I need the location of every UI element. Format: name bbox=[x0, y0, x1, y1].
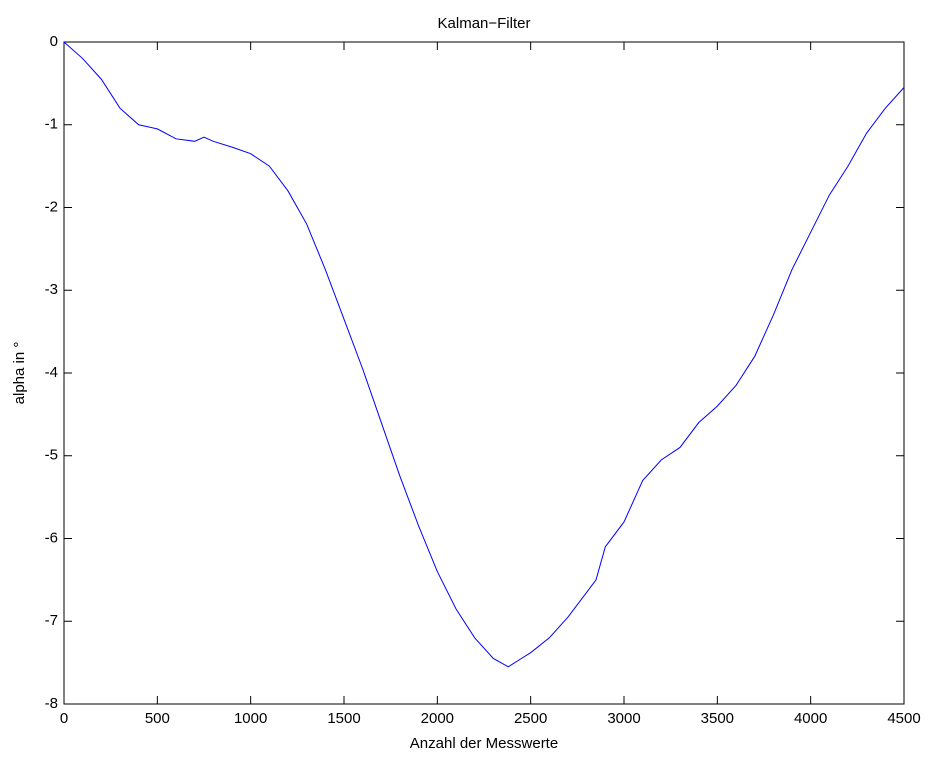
x-tick-label: 0 bbox=[60, 710, 68, 727]
y-tick-label: -6 bbox=[45, 529, 58, 546]
x-tick-label: 3500 bbox=[701, 710, 734, 727]
y-tick-label: -1 bbox=[45, 116, 58, 133]
x-tick-label: 2000 bbox=[421, 710, 454, 727]
x-tick-label: 4000 bbox=[794, 710, 827, 727]
y-tick-label: -7 bbox=[45, 612, 58, 629]
y-tick-label: 0 bbox=[50, 33, 58, 50]
y-tick-label: -3 bbox=[45, 281, 58, 298]
y-tick-label: -8 bbox=[45, 695, 58, 712]
x-tick-label: 1000 bbox=[234, 710, 267, 727]
y-tick-label: -2 bbox=[45, 198, 58, 215]
y-axis-label: alpha in ° bbox=[11, 342, 28, 405]
x-axis-label: Anzahl der Messwerte bbox=[410, 735, 558, 752]
y-tick-label: -4 bbox=[45, 364, 58, 381]
chart-title: Kalman−Filter bbox=[438, 15, 531, 32]
data-line bbox=[63, 41, 905, 668]
x-tick-label: 2500 bbox=[514, 710, 547, 727]
x-tick-label: 3000 bbox=[607, 710, 640, 727]
x-tick-label: 4500 bbox=[887, 710, 920, 727]
y-tick-label: -5 bbox=[45, 447, 58, 464]
x-tick-label: 500 bbox=[145, 710, 170, 727]
x-tick-label: 1500 bbox=[327, 710, 360, 727]
